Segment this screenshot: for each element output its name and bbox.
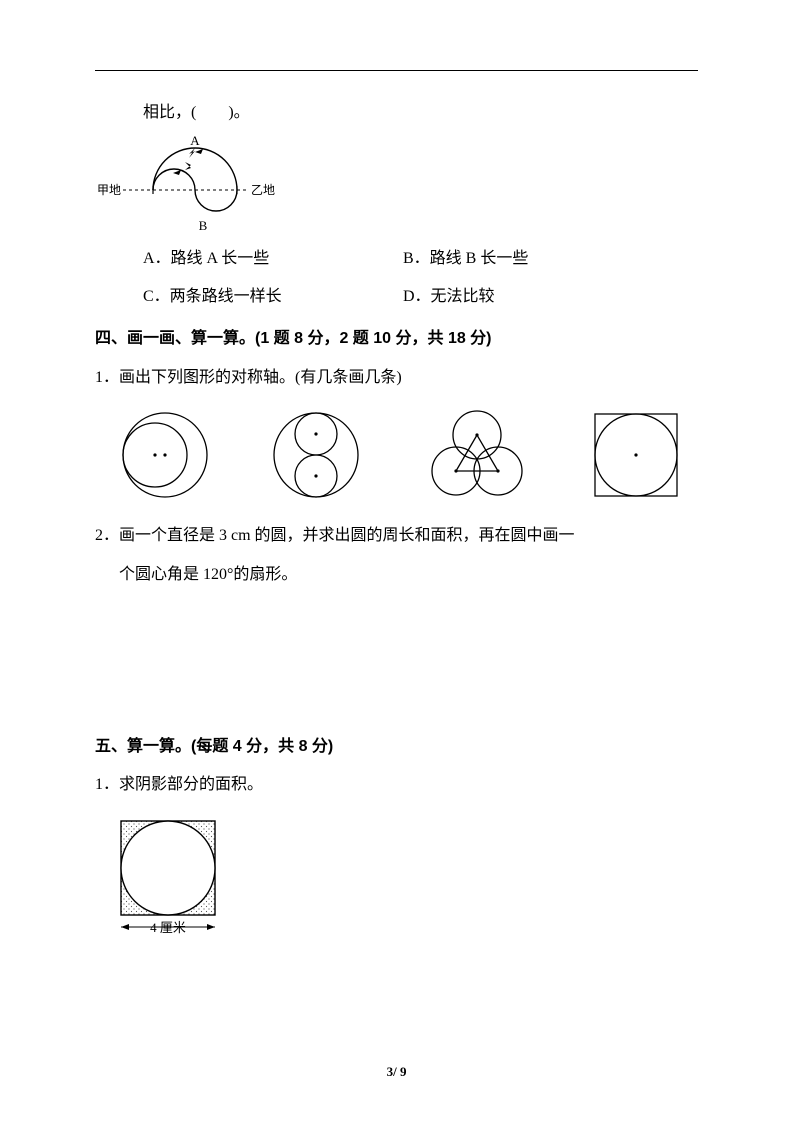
- option-A: A．路线 A 长一些: [143, 240, 403, 278]
- blank-work-area: [95, 594, 698, 724]
- symmetry-fig-2: [261, 405, 371, 505]
- section4-title: 四、画一画、算一算。(1 题 8 分，2 题 10 分，共 18 分): [95, 320, 698, 358]
- symmetry-fig-4: [583, 405, 688, 505]
- section5-q1: 1．求阴影部分的面积。: [95, 766, 698, 804]
- option-D: D．无法比较: [403, 278, 495, 316]
- route-diagram-wrap: A B 甲地 乙地: [95, 130, 698, 240]
- option-B: B．路线 B 长一些: [403, 240, 528, 278]
- section4-q2-line2: 个圆心角是 120°的扇形。: [95, 556, 698, 594]
- label-left: 甲地: [97, 183, 121, 197]
- options-row-1: A．路线 A 长一些 B．路线 B 长一些: [95, 240, 698, 278]
- route-diagram: A B 甲地 乙地: [95, 134, 275, 234]
- shaded-figure-wrap: 4 厘米: [95, 805, 698, 943]
- symmetry-fig-1: [105, 405, 220, 505]
- label-B: B: [199, 218, 208, 233]
- page-sep: /: [393, 1064, 397, 1079]
- shaded-area-figure: 4 厘米: [113, 813, 233, 943]
- prev-question-tail: 相比，( )。: [95, 96, 698, 130]
- section5-title: 五、算一算。(每题 4 分，共 8 分): [95, 728, 698, 766]
- page-number: 3/ 9: [0, 1064, 793, 1080]
- page-total: 9: [400, 1064, 407, 1079]
- page-top-rule: [95, 70, 698, 71]
- option-C: C．两条路线一样长: [143, 278, 403, 316]
- label-right: 乙地: [251, 183, 275, 197]
- label-A: A: [190, 134, 200, 148]
- dimension-label: 4 厘米: [150, 920, 186, 935]
- options-row-2: C．两条路线一样长 D．无法比较: [95, 278, 698, 316]
- symmetry-figures-row: [95, 397, 698, 517]
- section4-q1: 1．画出下列图形的对称轴。(有几条画几条): [95, 359, 698, 397]
- page-content: 相比，( )。 A B 甲地 乙地 A．路: [95, 60, 698, 943]
- symmetry-fig-3: [412, 405, 542, 505]
- section4-q2-line1: 2．画一个直径是 3 cm 的圆，并求出圆的周长和面积，再在圆中画一: [95, 517, 698, 555]
